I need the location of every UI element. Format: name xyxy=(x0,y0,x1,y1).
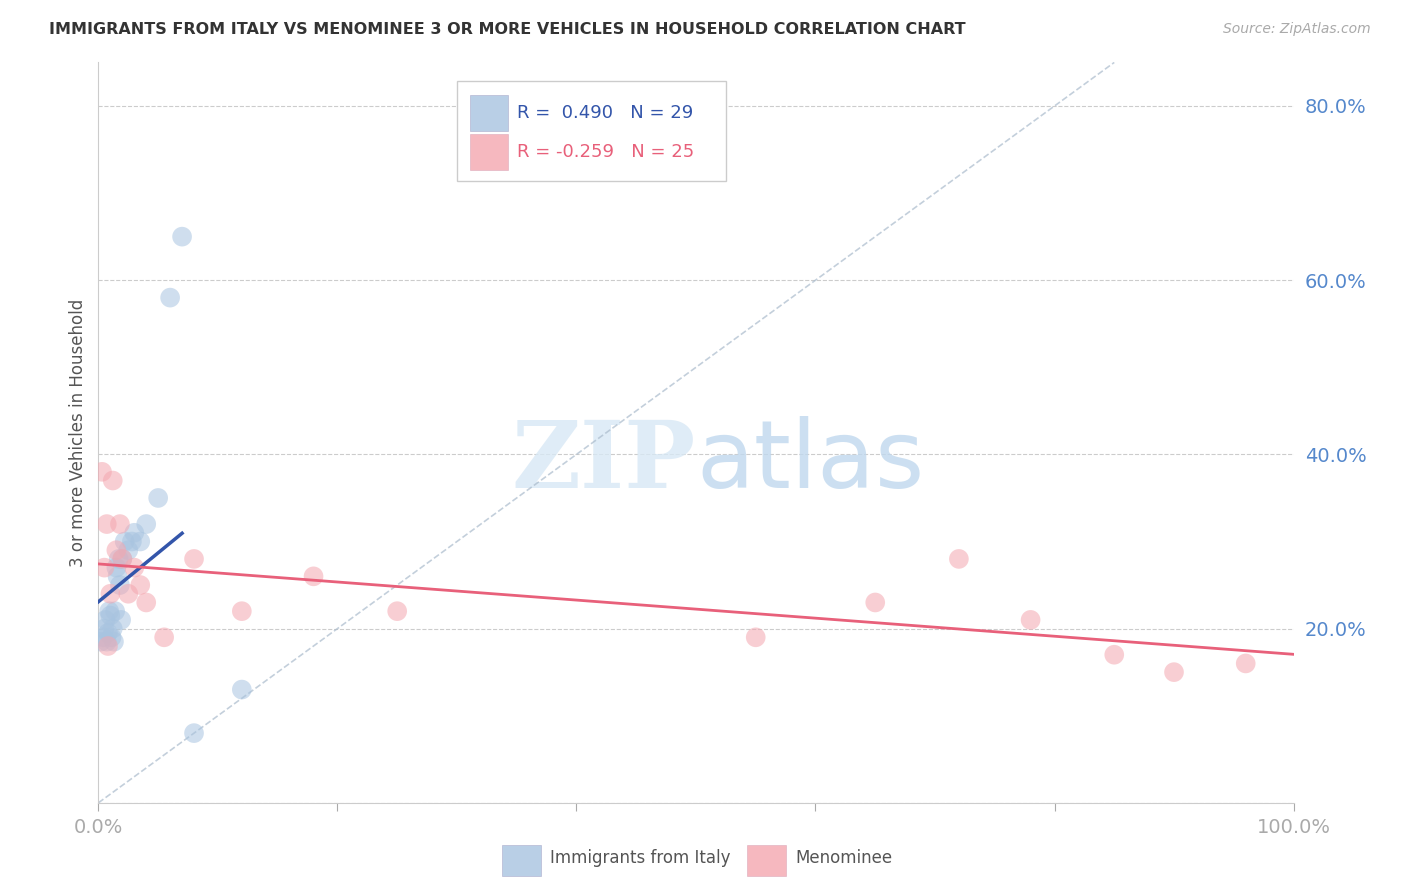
Point xyxy=(948,552,970,566)
Point xyxy=(93,560,115,574)
Point xyxy=(172,229,194,244)
Point xyxy=(865,595,887,609)
Point xyxy=(91,630,114,644)
Point xyxy=(1234,657,1257,671)
Point xyxy=(91,465,114,479)
Point xyxy=(108,578,131,592)
Point xyxy=(745,630,768,644)
FancyBboxPatch shape xyxy=(457,81,725,181)
Point xyxy=(107,569,129,583)
Point xyxy=(385,604,409,618)
Point xyxy=(124,560,146,574)
Point xyxy=(101,622,124,636)
Point xyxy=(111,552,134,566)
Point xyxy=(98,608,122,623)
Point xyxy=(97,626,120,640)
Point xyxy=(124,525,146,540)
Text: atlas: atlas xyxy=(696,417,924,508)
Point xyxy=(135,595,157,609)
Point xyxy=(90,634,112,648)
Point xyxy=(183,552,205,566)
Point xyxy=(1163,665,1185,680)
Point xyxy=(1019,613,1042,627)
FancyBboxPatch shape xyxy=(502,845,541,876)
Point xyxy=(1104,648,1126,662)
Point xyxy=(153,630,176,644)
Point xyxy=(94,613,117,627)
Text: Menominee: Menominee xyxy=(796,849,893,867)
Point xyxy=(107,552,129,566)
Text: R = -0.259   N = 25: R = -0.259 N = 25 xyxy=(517,143,695,161)
FancyBboxPatch shape xyxy=(748,845,786,876)
Point xyxy=(100,630,122,644)
Point xyxy=(104,604,127,618)
Point xyxy=(103,634,125,648)
Point xyxy=(302,569,325,583)
Point xyxy=(105,543,128,558)
Point xyxy=(93,622,115,636)
FancyBboxPatch shape xyxy=(470,135,509,169)
Point xyxy=(159,291,181,305)
Point xyxy=(96,634,118,648)
Text: IMMIGRANTS FROM ITALY VS MENOMINEE 3 OR MORE VEHICLES IN HOUSEHOLD CORRELATION C: IMMIGRANTS FROM ITALY VS MENOMINEE 3 OR … xyxy=(49,22,966,37)
Point xyxy=(121,534,143,549)
Text: Immigrants from Italy: Immigrants from Italy xyxy=(550,849,731,867)
Point xyxy=(98,587,122,601)
Point xyxy=(114,534,136,549)
Y-axis label: 3 or more Vehicles in Household: 3 or more Vehicles in Household xyxy=(69,299,87,566)
Point xyxy=(117,587,139,601)
Point xyxy=(129,578,152,592)
Point xyxy=(129,534,152,549)
Point xyxy=(108,517,131,532)
Point xyxy=(111,552,134,566)
Text: ZIP: ZIP xyxy=(512,417,696,508)
Point xyxy=(101,474,124,488)
Point xyxy=(110,613,132,627)
Point xyxy=(98,604,121,618)
Point xyxy=(105,560,128,574)
Point xyxy=(148,491,170,505)
Point xyxy=(231,604,253,618)
Text: Source: ZipAtlas.com: Source: ZipAtlas.com xyxy=(1223,22,1371,37)
Point xyxy=(231,682,253,697)
Point xyxy=(96,517,118,532)
Point xyxy=(117,543,139,558)
Text: R =  0.490   N = 29: R = 0.490 N = 29 xyxy=(517,103,693,122)
FancyBboxPatch shape xyxy=(470,95,509,130)
Point xyxy=(183,726,205,740)
Point xyxy=(97,639,120,653)
Point xyxy=(135,517,157,532)
